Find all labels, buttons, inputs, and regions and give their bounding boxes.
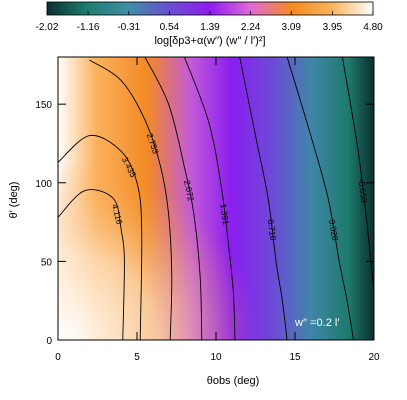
colorbar-tick-label: 4.80 <box>363 22 383 33</box>
contour-label: 2.072 <box>182 179 196 202</box>
y-tick-label: 150 <box>35 100 52 111</box>
contour-line <box>89 59 173 340</box>
colorbar-ticks: -2.02 -1.16 -0.31 0.54 1.39 2.24 3.09 3.95 4.80 <box>36 11 383 33</box>
colorbar-tick-label: 2.24 <box>241 22 261 33</box>
contour-line <box>183 57 236 340</box>
colorbar-tick-label: -2.02 <box>36 22 59 33</box>
x-axis-ticks: 0 5 10 15 20 <box>55 57 380 363</box>
annotation: w′′ =0.2 l′ <box>294 317 339 329</box>
x-axis-label: θobs (deg) <box>207 375 260 387</box>
colorbar-tick-label: 1.39 <box>200 22 220 33</box>
contour-line <box>286 57 354 340</box>
contour-line <box>144 57 203 340</box>
contour-label: 0.028 <box>327 219 341 242</box>
contour-line <box>58 134 143 340</box>
contour-label: -0.653 <box>356 178 369 203</box>
y-tick-label: 50 <box>41 257 53 268</box>
x-tick-label: 5 <box>134 352 140 363</box>
contour-line <box>58 189 125 340</box>
heatmap-glow <box>58 57 374 340</box>
y-tick-label: 0 <box>46 336 52 347</box>
y-axis-ticks: 0 50 100 150 <box>35 100 374 347</box>
colorbar: -2.02 -1.16 -0.31 0.54 1.39 2.24 3.09 3.95 4.80 … <box>36 1 383 47</box>
colorbar-tick-label: 0.54 <box>160 22 180 33</box>
x-tick-label: 10 <box>210 352 222 363</box>
contour-label: 1.391 <box>218 203 231 226</box>
colorbar-tick-label: -1.16 <box>77 22 100 33</box>
contour-label: 0.710 <box>266 219 279 242</box>
heatmap <box>58 57 374 340</box>
colorbar-tick-label: 3.09 <box>282 22 302 33</box>
contours <box>58 57 374 340</box>
colorbar-tick-label: -0.31 <box>117 22 140 33</box>
colorbar-tick-label: 3.95 <box>323 22 343 33</box>
contour-line <box>239 57 288 340</box>
contour-label: 4.116 <box>110 203 125 226</box>
x-tick-label: 15 <box>289 352 301 363</box>
y-tick-label: 100 <box>35 179 52 190</box>
x-tick-label: 20 <box>368 352 380 363</box>
x-tick-label: 0 <box>55 352 61 363</box>
y-axis-label: θ′ (deg) <box>8 182 20 219</box>
colorbar-label: log[δp3+α(w′′) (w′′ / l′)²] <box>154 35 265 47</box>
